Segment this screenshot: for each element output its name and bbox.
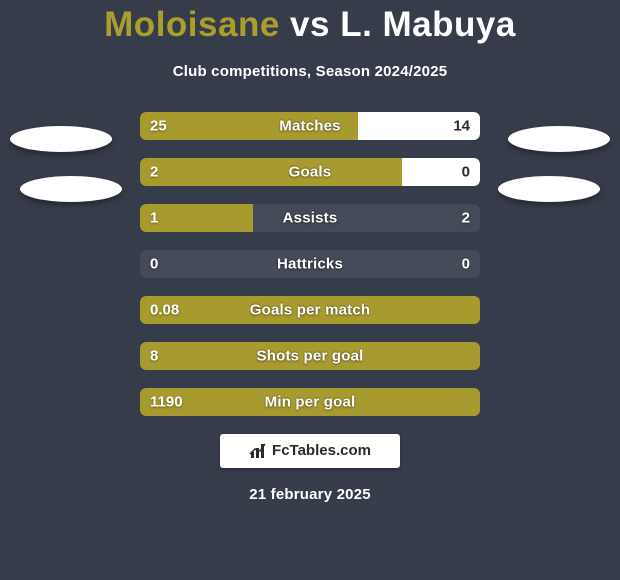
avatar-left-bottom (20, 176, 122, 202)
footer-date: 21 february 2025 (0, 486, 620, 503)
comparison-infographic: Moloisane vs L. Mabuya Club competitions… (0, 0, 620, 580)
stat-label: Hattricks (277, 255, 343, 272)
stat-label: Assists (283, 209, 338, 226)
subtitle: Club competitions, Season 2024/2025 (0, 63, 620, 80)
chart-icon (249, 442, 267, 460)
stat-label: Goals (289, 163, 332, 180)
title-vs: vs (290, 5, 330, 44)
stat-bar-left (140, 158, 402, 186)
stat-value-right: 2 (462, 209, 470, 226)
stat-row: 8 Shots per goal (140, 342, 480, 370)
avatar-left-top (10, 126, 112, 152)
footer-logo-text: FcTables.com (272, 442, 371, 459)
stat-value-left: 8 (150, 347, 158, 364)
page-title: Moloisane vs L. Mabuya (0, 6, 620, 45)
stat-row: 25 14 Matches (140, 112, 480, 140)
stat-label: Min per goal (265, 393, 356, 410)
avatar-right-bottom (498, 176, 600, 202)
title-player-left: Moloisane (104, 5, 280, 44)
stat-value-left: 25 (150, 117, 167, 134)
title-player-right: L. Mabuya (340, 5, 516, 44)
stats-bars: 25 14 Matches 2 0 Goals 1 2 Assists 0 0 Hattricks 0.… (140, 112, 480, 416)
footer-logo: FcTables.com (220, 434, 400, 468)
stat-row: 0 0 Hattricks (140, 250, 480, 278)
stat-value-left: 2 (150, 163, 158, 180)
stat-value-left: 1190 (150, 393, 183, 410)
stat-value-left: 1 (150, 209, 158, 226)
stat-label: Goals per match (250, 301, 371, 318)
stat-value-right: 14 (453, 117, 470, 134)
stat-value-left: 0 (150, 255, 158, 272)
stat-value-right: 0 (462, 163, 470, 180)
stat-row: 0.08 Goals per match (140, 296, 480, 324)
stat-value-left: 0.08 (150, 301, 179, 318)
stat-row: 2 0 Goals (140, 158, 480, 186)
stat-row: 1190 Min per goal (140, 388, 480, 416)
stat-row: 1 2 Assists (140, 204, 480, 232)
stat-value-right: 0 (462, 255, 470, 272)
stat-label: Matches (279, 117, 340, 134)
stat-label: Shots per goal (257, 347, 364, 364)
avatar-right-top (508, 126, 610, 152)
